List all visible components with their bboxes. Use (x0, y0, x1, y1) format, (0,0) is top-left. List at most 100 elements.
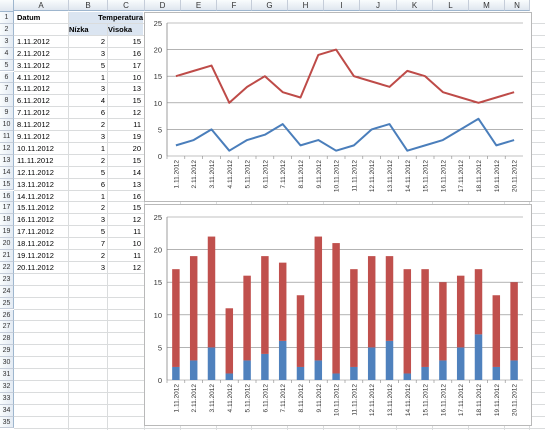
cell-high[interactable]: 10 (132, 72, 141, 82)
row-header-29[interactable]: 29 (0, 345, 14, 358)
row-header-18[interactable]: 18 (0, 214, 14, 227)
cell-low[interactable]: 6 (100, 108, 105, 118)
row-header-15[interactable]: 15 (0, 178, 14, 191)
cell-high[interactable]: 10 (132, 239, 141, 249)
row-header-8[interactable]: 8 (0, 95, 14, 108)
row-header-20[interactable]: 20 (0, 238, 14, 250)
cell-high[interactable]: 11 (133, 251, 141, 260)
cell-high[interactable]: 11 (133, 120, 141, 130)
header-datum[interactable]: Datum (17, 13, 41, 22)
cell-high[interactable]: 16 (132, 48, 141, 58)
cell-low[interactable]: 7 (100, 239, 105, 249)
cell-date[interactable]: 15.11.2012 (17, 203, 54, 213)
cell-date[interactable]: 6.11.2012 (17, 96, 50, 106)
row-header-7[interactable]: 7 (0, 83, 14, 96)
row-header-26[interactable]: 26 (0, 309, 14, 322)
row-header-25[interactable]: 25 (0, 297, 14, 310)
cell-date[interactable]: 19.11.2012 (17, 251, 54, 260)
row-header-28[interactable]: 28 (0, 333, 14, 346)
cell-high[interactable]: 15 (132, 155, 141, 165)
cell-low[interactable]: 3 (100, 48, 105, 58)
column-header-m[interactable]: M (469, 0, 505, 11)
cell-low[interactable]: 5 (100, 167, 105, 177)
row-header-16[interactable]: 16 (0, 190, 14, 203)
cell-high[interactable]: 15 (132, 96, 141, 106)
column-header-j[interactable]: J (360, 0, 397, 11)
column-header-n[interactable]: N (505, 0, 530, 11)
cell-high[interactable]: 11 (133, 227, 141, 237)
row-header-5[interactable]: 5 (0, 59, 14, 72)
header-temperatura[interactable]: Temperatura (69, 12, 143, 23)
cell-low[interactable]: 3 (100, 132, 105, 141)
line-chart[interactable]: 0 5 10 15 20 25 1.11.2012 2.11.2012 3.11.2012 4.1… (144, 12, 532, 202)
cell-high[interactable]: 13 (132, 179, 141, 189)
header-visoka[interactable]: Visoka (108, 24, 143, 35)
cell-date[interactable]: 16.11.2012 (17, 215, 54, 225)
column-header-k[interactable]: K (397, 0, 433, 11)
cell-date[interactable]: 8.11.2012 (17, 120, 50, 130)
cell-low[interactable]: 6 (100, 179, 105, 189)
cell-date[interactable]: 11.11.2012 (17, 155, 54, 165)
column-header-e[interactable]: E (181, 0, 217, 11)
row-header-14[interactable]: 14 (0, 166, 14, 179)
cell-date[interactable]: 1.11.2012 (17, 36, 50, 46)
cell-date[interactable]: 4.11.2012 (17, 72, 50, 82)
cell-high[interactable]: 19 (132, 132, 141, 141)
column-header-g[interactable]: G (252, 0, 288, 11)
column-header-i[interactable]: I (324, 0, 360, 11)
cell-low[interactable]: 1 (100, 191, 105, 201)
cell-high[interactable]: 17 (132, 60, 141, 70)
cell-low[interactable]: 2 (100, 251, 105, 260)
row-header-6[interactable]: 6 (0, 71, 14, 84)
select-all-corner[interactable] (0, 0, 14, 12)
cell-low[interactable]: 1 (100, 143, 105, 153)
cell-high[interactable]: 14 (132, 167, 141, 177)
cell-low[interactable]: 2 (100, 120, 105, 130)
cell-date[interactable]: 10.11.2012 (17, 143, 54, 153)
row-header-4[interactable]: 4 (0, 47, 14, 60)
row-header-31[interactable]: 31 (0, 369, 14, 381)
cell-low[interactable]: 5 (100, 60, 105, 70)
row-header-22[interactable]: 22 (0, 261, 14, 274)
cell-low[interactable]: 2 (100, 155, 105, 165)
cell-date[interactable]: 14.11.2012 (17, 191, 54, 201)
cell-high[interactable]: 13 (132, 84, 141, 94)
column-header-b[interactable]: B (69, 0, 108, 11)
row-header-33[interactable]: 33 (0, 392, 14, 405)
column-header-d[interactable]: D (145, 0, 181, 11)
cell-date[interactable]: 5.11.2012 (17, 84, 50, 94)
cell-low[interactable]: 2 (100, 203, 105, 213)
row-header-12[interactable]: 12 (0, 142, 14, 155)
cell-date[interactable]: 2.11.2012 (17, 48, 50, 58)
cell-high[interactable]: 20 (132, 143, 141, 153)
cell-low[interactable]: 3 (100, 262, 105, 272)
cell-date[interactable]: 3.11.2012 (17, 60, 50, 70)
row-header-3[interactable]: 3 (0, 35, 14, 48)
row-header-19[interactable]: 19 (0, 226, 14, 239)
cell-date[interactable]: 9.11.2012 (17, 132, 50, 141)
cell-low[interactable]: 3 (100, 215, 105, 225)
row-header-2[interactable]: 2 (0, 23, 14, 36)
row-header-13[interactable]: 13 (0, 154, 14, 167)
column-header-l[interactable]: L (433, 0, 469, 11)
row-header-35[interactable]: 35 (0, 416, 14, 429)
row-header-24[interactable]: 24 (0, 285, 14, 298)
cell-low[interactable]: 5 (100, 227, 105, 237)
column-header-a[interactable]: A (14, 0, 69, 11)
header-nizka[interactable]: Nízka (69, 24, 107, 35)
cell-high[interactable]: 15 (132, 203, 141, 213)
row-header-9[interactable]: 9 (0, 107, 14, 120)
row-header-11[interactable]: 11 (0, 131, 14, 143)
cell-date[interactable]: 20.11.2012 (17, 262, 54, 272)
row-header-21[interactable]: 21 (0, 250, 14, 262)
cell-date[interactable]: 17.11.2012 (17, 227, 54, 237)
column-header-c[interactable]: C (108, 0, 145, 11)
cell-date[interactable]: 7.11.2012 (17, 108, 50, 118)
cell-high[interactable]: 16 (132, 191, 141, 201)
row-header-30[interactable]: 30 (0, 357, 14, 369)
cell-date[interactable]: 18.11.2012 (17, 239, 54, 249)
column-header-h[interactable]: H (288, 0, 324, 11)
cell-date[interactable]: 13.11.2012 (17, 179, 54, 189)
row-header-10[interactable]: 10 (0, 119, 14, 131)
row-header-27[interactable]: 27 (0, 321, 14, 334)
